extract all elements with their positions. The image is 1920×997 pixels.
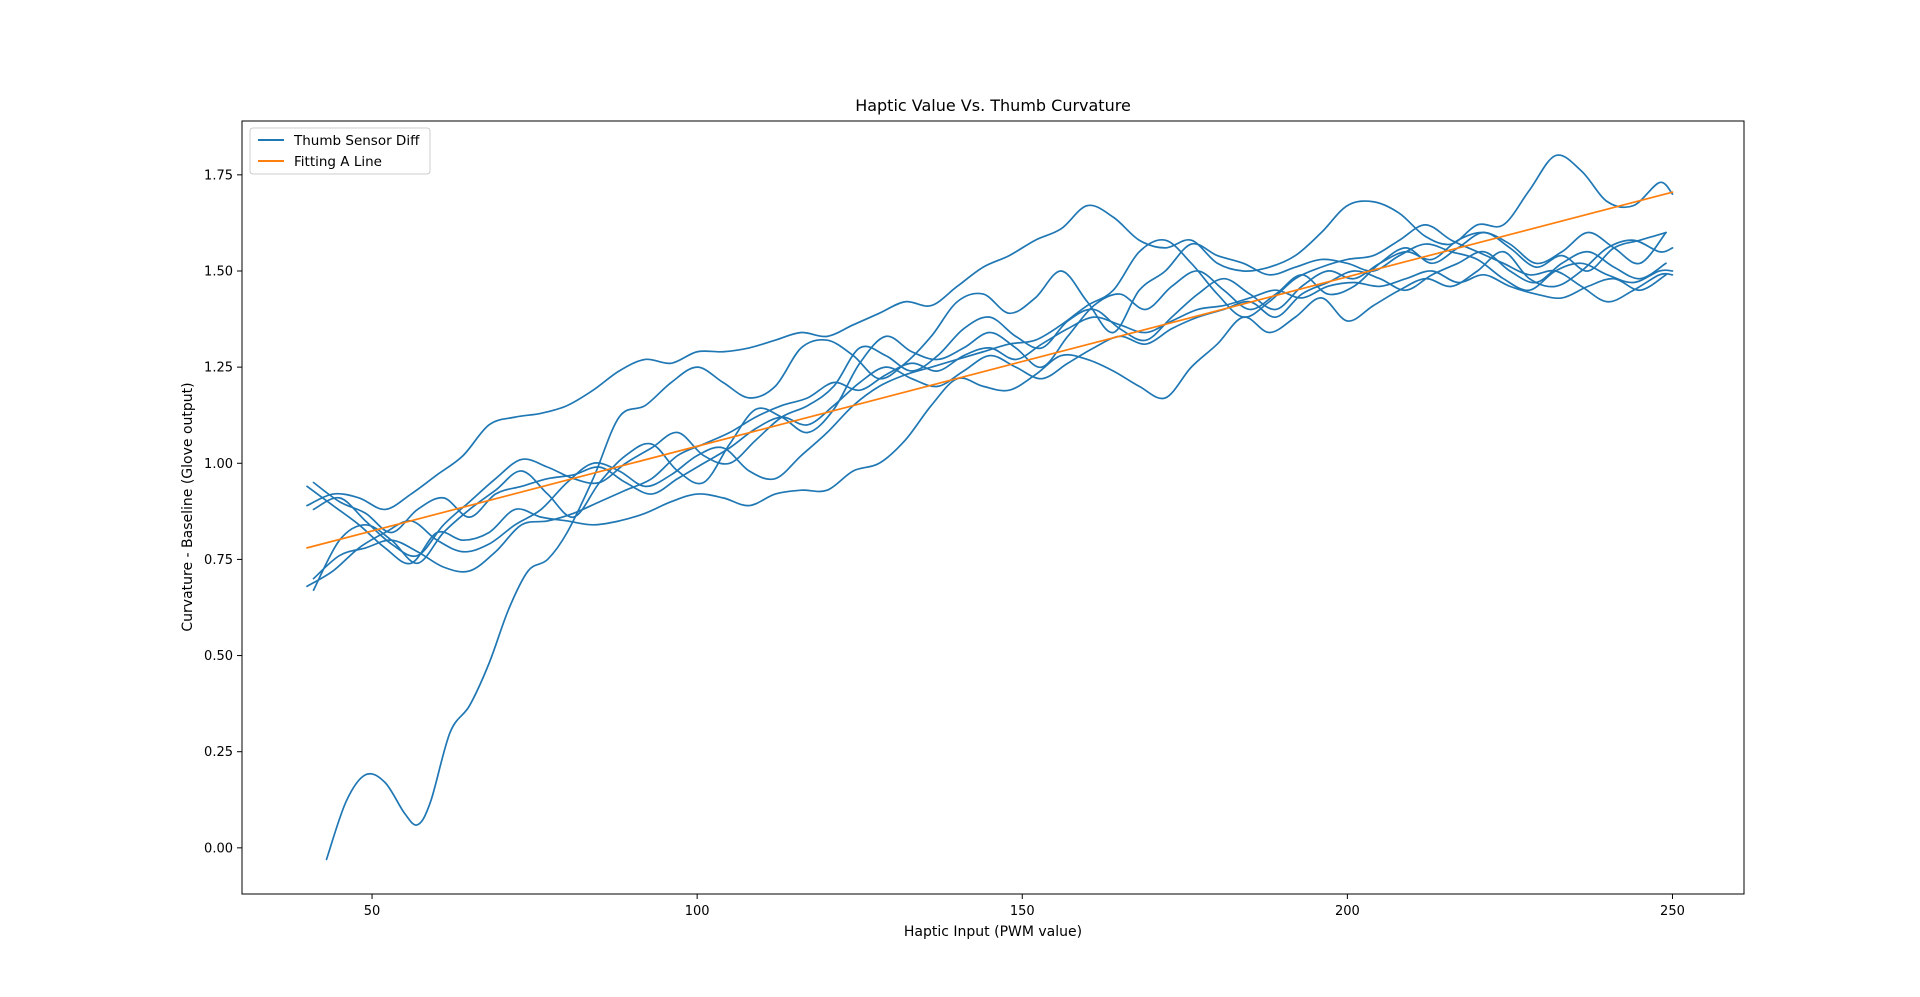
y-tick-label: 1.75 <box>204 168 233 183</box>
x-tick-label: 250 <box>1660 904 1685 919</box>
y-tick-label: 0.25 <box>204 745 233 760</box>
plot-frame <box>241 120 1745 895</box>
sensor-trial-line-8 <box>312 250 1667 534</box>
y-tick-label: 0.75 <box>204 553 233 568</box>
sensor-trial-line-7 <box>306 223 1674 588</box>
fit-line <box>306 191 1674 549</box>
y-tick-label: 0.00 <box>204 841 233 856</box>
chart-title: Haptic Value Vs. Thumb Curvature <box>855 96 1131 115</box>
legend-label-fitting-a-line: Fitting A Line <box>294 154 382 170</box>
sensor-trial-line-5 <box>312 231 1667 558</box>
x-tick-label: 100 <box>685 904 710 919</box>
plot-area <box>241 120 1745 895</box>
legend-label-thumb-sensor-diff: Thumb Sensor Diff <box>293 133 420 149</box>
x-tick-label: 50 <box>364 904 381 919</box>
y-tick-label: 1.25 <box>204 361 233 376</box>
x-tick-label: 200 <box>1335 904 1360 919</box>
y-axis-label: Curvature - Baseline (Glove output) <box>180 382 196 631</box>
x-axis-label: Haptic Input (PWM value) <box>904 924 1082 940</box>
y-tick-label: 1.50 <box>204 264 233 279</box>
sensor-trial-line-6 <box>312 231 1667 592</box>
legend-box <box>249 127 431 175</box>
y-axis: 0.00 0.25 0.50 0.75 1.00 1.25 1.50 1.75 <box>204 168 242 856</box>
sensor-trial-line-1 <box>325 242 1674 861</box>
series-layer <box>306 154 1674 861</box>
legend: Thumb Sensor Diff Fitting A Line <box>249 127 431 175</box>
y-tick-label: 0.50 <box>204 649 233 664</box>
y-tick-label: 1.00 <box>204 457 233 472</box>
x-axis: 50 100 150 200 250 <box>364 894 1685 919</box>
x-tick-label: 150 <box>1010 904 1035 919</box>
sensor-trial-line-4 <box>312 270 1667 580</box>
sensor-trial-line-3 <box>306 239 1674 565</box>
